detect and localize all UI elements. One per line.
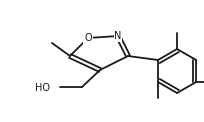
Text: HO: HO — [35, 83, 50, 93]
Text: N: N — [114, 31, 122, 41]
Text: O: O — [84, 33, 92, 43]
